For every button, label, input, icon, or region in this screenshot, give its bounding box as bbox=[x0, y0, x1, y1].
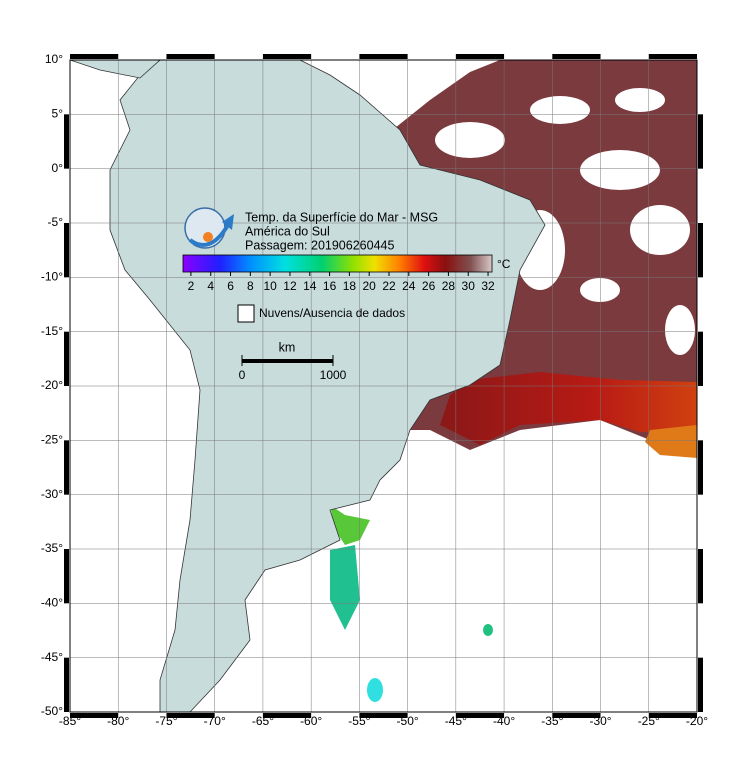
colorbar-label: 18 bbox=[343, 279, 357, 293]
frame-bar bbox=[455, 713, 505, 718]
frame-bar bbox=[698, 440, 703, 495]
frame-bar bbox=[70, 54, 119, 59]
lon-tick-label: -55° bbox=[348, 714, 370, 728]
frame-bar bbox=[359, 54, 408, 59]
colorbar-label: 30 bbox=[462, 279, 476, 293]
pass: Passagem: 201906260445 bbox=[245, 238, 394, 252]
scale-bar: 0 1000 bbox=[239, 355, 347, 382]
frame-bar bbox=[64, 549, 69, 604]
lon-tick-label: -65° bbox=[252, 714, 274, 728]
colorbar-label: 22 bbox=[382, 279, 396, 293]
colorbar-label: 4 bbox=[207, 279, 214, 293]
lat-tick-label: -15° bbox=[41, 324, 63, 338]
frame-bar bbox=[64, 440, 69, 495]
frame-bar bbox=[648, 54, 697, 59]
lon-tick-label: -70° bbox=[204, 714, 226, 728]
frame-bar bbox=[552, 713, 601, 718]
frame-bar bbox=[698, 114, 703, 169]
title: Temp. da Superfície do Mar - MSG bbox=[245, 210, 438, 224]
lat-tick-label: 10° bbox=[45, 52, 63, 66]
colorbar-label: 16 bbox=[323, 279, 337, 293]
lon-tick-label: -45° bbox=[445, 714, 467, 728]
lat-tick-label: -50° bbox=[41, 704, 63, 718]
grid bbox=[70, 60, 697, 712]
central-america bbox=[70, 60, 161, 79]
lon-tick-label: -80° bbox=[107, 714, 129, 728]
frame-bar bbox=[552, 54, 601, 59]
frame-bar bbox=[262, 713, 312, 718]
lat-tick-label: -5° bbox=[48, 215, 64, 229]
frame-bar bbox=[455, 54, 505, 59]
colorbar bbox=[182, 254, 493, 273]
frame-bar bbox=[648, 713, 697, 718]
frame-bar bbox=[262, 54, 312, 59]
frame-bars bbox=[64, 54, 703, 718]
colorbar-label: 20 bbox=[363, 279, 377, 293]
sst-green bbox=[330, 505, 370, 545]
frame-bar bbox=[64, 223, 69, 278]
frame-bar bbox=[64, 657, 69, 712]
lon-tick-label: -75° bbox=[155, 714, 177, 728]
lat-tick-label: -45° bbox=[41, 650, 63, 664]
map-area bbox=[70, 60, 697, 712]
colorbar-label: 28 bbox=[442, 279, 456, 293]
lon-tick-label: -35° bbox=[541, 714, 563, 728]
frame-bar bbox=[166, 713, 215, 718]
frame-bar bbox=[698, 549, 703, 604]
colorbar-label: 26 bbox=[422, 279, 436, 293]
colorbar-label: 2 bbox=[188, 279, 195, 293]
frame-bar bbox=[698, 657, 703, 712]
legend-label: Nuvens/Ausencia de dados bbox=[259, 306, 405, 320]
lon-tick-label: -20° bbox=[686, 714, 708, 728]
colorbar-label: 24 bbox=[402, 279, 416, 293]
lon-tick-label: -50° bbox=[397, 714, 419, 728]
colorbar-label: 14 bbox=[303, 279, 317, 293]
scale-label: 0 bbox=[239, 368, 246, 382]
colorbar-label: 8 bbox=[247, 279, 254, 293]
lon-tick-label: -25° bbox=[638, 714, 660, 728]
frame-bar bbox=[64, 331, 69, 386]
scale-label: 1000 bbox=[320, 368, 347, 382]
lon-tick-label: -40° bbox=[493, 714, 515, 728]
lat-tick-label: -35° bbox=[41, 541, 63, 555]
frame-bar bbox=[698, 331, 703, 386]
lon-tick-label: -60° bbox=[300, 714, 322, 728]
frame bbox=[69, 59, 698, 713]
logo bbox=[184, 207, 234, 249]
frame-bar bbox=[64, 114, 69, 169]
frame-bar bbox=[70, 713, 119, 718]
lat-tick-label: 0° bbox=[52, 161, 64, 175]
lat-tick-label: -25° bbox=[41, 433, 63, 447]
colorbar-unit: °C bbox=[497, 257, 511, 271]
region: América do Sul bbox=[245, 224, 330, 238]
lat-tick-label: -30° bbox=[41, 487, 63, 501]
sst-spot bbox=[483, 624, 493, 636]
sst-orange bbox=[645, 425, 697, 458]
lat-tick-label: -20° bbox=[41, 378, 63, 392]
sst-teal bbox=[330, 545, 360, 630]
lon-tick-label: -85° bbox=[59, 714, 81, 728]
frame-bar bbox=[698, 223, 703, 278]
colorbar-label: 6 bbox=[227, 279, 234, 293]
colorbar-label: 32 bbox=[481, 279, 495, 293]
frame-bar bbox=[359, 713, 408, 718]
colorbar-label: 10 bbox=[263, 279, 277, 293]
legend-swatch bbox=[237, 304, 255, 323]
frame-bar bbox=[166, 54, 215, 59]
lon-tick-label: -30° bbox=[589, 714, 611, 728]
sst-cyan bbox=[367, 678, 383, 702]
lat-tick-label: 5° bbox=[52, 107, 64, 121]
colorbar-label: 12 bbox=[283, 279, 297, 293]
lat-tick-label: -40° bbox=[41, 596, 63, 610]
scale-bar-fill bbox=[242, 359, 333, 363]
scale-unit: km bbox=[279, 340, 296, 354]
lat-tick-label: -10° bbox=[41, 270, 63, 284]
